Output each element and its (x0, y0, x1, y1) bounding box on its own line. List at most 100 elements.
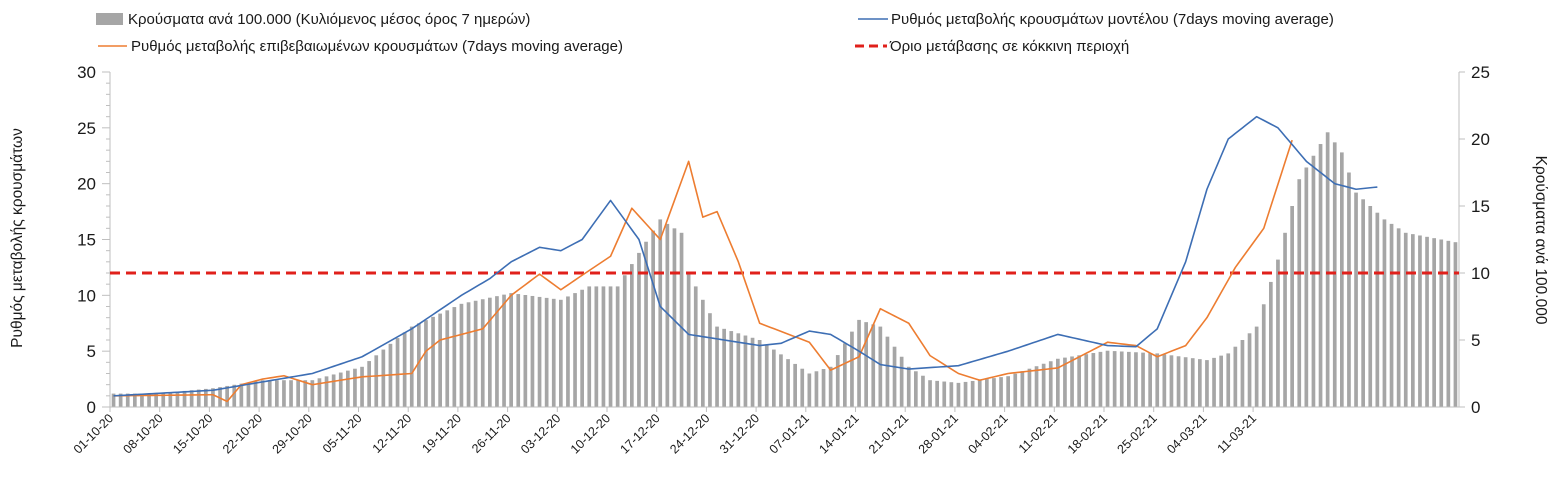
bar (1283, 232, 1287, 407)
bar (1290, 206, 1294, 407)
bar (1396, 228, 1401, 407)
bar (999, 377, 1003, 407)
y-left-tick-label: 15 (77, 231, 96, 250)
bar (1155, 353, 1160, 407)
x-tick-label: 01-10-20 (71, 411, 116, 456)
bar (708, 313, 712, 407)
bar (282, 380, 286, 407)
bar (1375, 212, 1380, 407)
bar (1389, 223, 1394, 407)
bar (253, 381, 258, 407)
y-left-tick-label: 30 (77, 63, 96, 82)
bar (118, 393, 123, 407)
bar (1347, 172, 1351, 407)
bar (402, 332, 407, 407)
bar (1127, 351, 1131, 407)
bar (1297, 179, 1302, 407)
y-right-tick-label: 5 (1471, 331, 1480, 350)
bar (701, 299, 705, 407)
bar (1198, 359, 1202, 407)
bar (1261, 304, 1266, 407)
bar (573, 293, 577, 407)
bar (1105, 350, 1110, 407)
bar (1169, 355, 1174, 407)
y-left-tick-label: 10 (77, 286, 96, 305)
bar (225, 385, 229, 407)
legend-bars-label: Κρούσματα ανά 100.000 (Κυλιόμενος μέσος … (128, 11, 530, 28)
bar (1453, 242, 1458, 407)
bar (1304, 167, 1309, 407)
bar (686, 273, 691, 407)
bar (864, 322, 868, 407)
bar (566, 296, 570, 407)
bar (871, 324, 876, 407)
bar (580, 289, 584, 407)
bars-series (111, 132, 1458, 408)
bar (1219, 355, 1223, 407)
bar (1240, 340, 1245, 407)
bar (615, 286, 620, 407)
bar (189, 390, 194, 407)
bar (807, 373, 812, 407)
bar (260, 380, 265, 407)
bar (459, 303, 464, 407)
bar (651, 230, 655, 407)
bar (1332, 142, 1337, 407)
bar (786, 359, 790, 407)
bar (644, 241, 648, 407)
bar (409, 326, 414, 407)
bar (1034, 366, 1039, 407)
bar (431, 316, 435, 407)
bar (1134, 352, 1138, 407)
bar (1190, 358, 1195, 407)
bar (1247, 333, 1252, 407)
y-ticks-right: 0 5 10 15 20 25 (1471, 63, 1490, 417)
bar (1439, 239, 1444, 407)
bar (1048, 361, 1053, 407)
bar (1070, 356, 1074, 407)
bar (147, 393, 151, 407)
x-tick-label: 05-11-20 (320, 411, 365, 456)
bar (821, 369, 826, 407)
bar (1091, 353, 1096, 407)
y-right-tick-label: 20 (1471, 130, 1490, 149)
bar (835, 355, 840, 407)
y-left-tick-label: 20 (77, 175, 96, 194)
x-tick-label: 11-02-21 (1016, 411, 1061, 456)
bar (743, 335, 748, 407)
bar (196, 389, 201, 407)
bar (154, 393, 158, 407)
bar (1446, 240, 1451, 407)
bar (665, 223, 670, 407)
bar (502, 294, 506, 407)
bar (516, 294, 521, 407)
bar (1183, 357, 1188, 407)
y-right-tick-label: 0 (1471, 398, 1480, 417)
bar (1418, 235, 1422, 407)
axes (102, 71, 1465, 412)
confirmed-cases-line (113, 139, 1293, 403)
bar (1403, 232, 1408, 407)
bar (1254, 326, 1259, 407)
bar (1041, 363, 1046, 407)
legend-model-label: Ρυθμός μεταβολής κρουσμάτων μοντέλου (7d… (891, 11, 1334, 28)
bar (722, 328, 726, 407)
bar (466, 302, 471, 407)
bar (289, 380, 293, 407)
bar (445, 310, 450, 407)
bar (1205, 360, 1209, 407)
bar (1006, 376, 1010, 407)
bar (963, 381, 968, 407)
bar (935, 380, 939, 407)
bar (672, 228, 677, 407)
bar (1269, 281, 1273, 407)
bar (1020, 371, 1025, 407)
x-tick-label: 31-12-20 (717, 411, 762, 456)
bar (331, 374, 336, 407)
bar (1361, 199, 1365, 407)
bar (949, 382, 954, 407)
bar (168, 392, 173, 407)
bar (914, 371, 918, 407)
bar (736, 333, 741, 407)
bar (601, 286, 606, 407)
